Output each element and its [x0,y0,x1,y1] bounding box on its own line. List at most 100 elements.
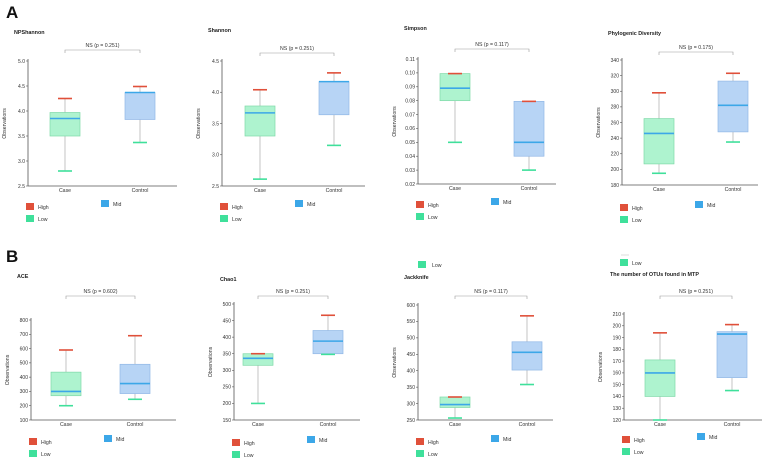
y-tick-label: 2.5 [18,184,25,190]
significance-bracket [658,51,734,55]
y-tick-label: 300 [20,389,29,395]
y-tick-label: 4.0 [212,90,219,96]
y-tick-label: 220 [611,152,620,158]
y-tick-label: 600 [407,303,416,309]
legend-label-mid: Mid [709,435,717,441]
legend-swatch-mid [307,436,315,443]
x-category-label: Control [724,422,741,428]
y-tick-label: 250 [407,418,416,424]
y-tick-label: 600 [20,346,29,352]
legend-label-mid: Mid [113,202,121,208]
legend-swatch-mid [491,198,499,205]
legend: High Mid Low [232,436,327,459]
significance-bracket [454,48,530,52]
legend-label-high: High [632,206,643,212]
y-tick-label: 500 [223,302,232,308]
y-axis-label: Observations [392,347,398,378]
significance-bracket [65,295,136,299]
y-tick-label: 210 [613,312,622,318]
legend-label-high: High [41,440,52,446]
y-tick-label: 3.0 [212,153,219,159]
legend-swatch-high [220,203,228,210]
y-tick-label: 5.0 [18,59,25,65]
y-tick-label: 0.03 [405,168,415,174]
legend-swatch-low [416,213,424,220]
legend-label-mid: Mid [307,202,315,208]
chart-6: Jackknife 250 300 350 400 450 500 550 600 Observa… [392,275,553,458]
box-case [242,353,274,366]
legend: High Mid Low [416,435,511,458]
chart-1: Shannon 2.5 3.0 3.5 4.0 4.5 Observations Case Co… [196,28,365,223]
x-category-label: Control [519,422,536,428]
legend: High Mid Low [620,201,715,224]
y-tick-label: 200 [611,167,620,173]
y-tick-label: 0.05 [405,140,415,146]
legend-label-low: Low [41,452,51,458]
legend-label-low: Low [428,215,438,221]
y-tick-label: 3.5 [18,134,25,140]
plot-title: Simpson [404,26,427,32]
legend-swatch-mid [295,200,303,207]
y-tick-label: 0.08 [405,98,415,104]
y-tick-label: 2.5 [212,184,219,190]
box-case [644,359,676,397]
y-tick-label: 200 [223,401,232,407]
legend-swatch-low [622,448,630,455]
significance-label: NS (p = 0.117) [474,289,508,295]
y-tick-label: 0.04 [405,154,415,160]
box-case [439,73,471,102]
legend-swatch-low [29,450,37,457]
legend-label-low: Low [428,452,438,458]
y-axis-label: Observations [392,106,398,137]
chart-2: Simpson 0.02 0.03 0.04 0.05 0.06 0.07 0.08 0.09 0… [392,26,556,221]
significance-label: NS (p = 0.251) [679,289,713,295]
y-axis-label: Observations [5,354,11,385]
y-tick-label: 450 [407,352,416,358]
legend-swatch-high [622,436,630,443]
x-category-label: Control [326,188,343,194]
x-category-label: Case [59,188,71,194]
box-control [318,81,350,116]
significance-label: NS (p = 0.175) [679,45,713,51]
chart-5: Chao1 150 200 250 300 350 400 450 500 Observation… [208,277,360,459]
y-tick-label: 300 [407,401,416,407]
legend-label-high: High [634,438,645,444]
y-tick-label: 0.11 [406,57,416,63]
y-tick-label: 280 [611,105,620,111]
legend-label-high: High [232,205,243,211]
y-tick-label: 160 [613,371,622,377]
y-tick-label: 400 [20,375,29,381]
x-category-label: Case [252,422,264,428]
box-control [119,363,151,394]
y-tick-label: 260 [611,120,620,126]
legend-swatch-low [620,259,628,266]
chart-7: The number of OTUs found in MTP 120 130 140… [598,272,762,456]
legend-label-high: High [38,205,49,211]
y-tick-label: 180 [613,347,622,353]
y-tick-label: 300 [611,89,620,95]
legend-swatch-mid [101,200,109,207]
legend-label-mid: Mid [503,437,511,443]
box-case [439,396,471,408]
x-category-label: Case [449,186,461,192]
x-category-label: Case [654,422,666,428]
legend: High Mid Low [416,198,511,221]
y-axis-label: Observations [596,107,602,138]
legend-swatch-high [416,438,424,445]
y-tick-label: 140 [613,394,622,400]
y-tick-label: 450 [223,318,232,324]
y-tick-label: 350 [407,385,416,391]
y-tick-label: 4.5 [212,59,219,65]
legend-swatch-low [220,215,228,222]
x-category-label: Control [127,422,144,428]
chart-3: Phylogenic Diversity 180 200 220 240 260 280 30… [596,31,758,224]
box-control [511,341,543,371]
x-category-label: Case [653,187,665,193]
legend-label-high: High [244,441,255,447]
box-control [312,330,344,355]
y-axis-label: Observations [598,351,604,382]
y-tick-label: 340 [611,58,620,64]
y-tick-label: 130 [613,406,622,412]
significance-bracket [257,295,329,299]
legend-label-low: Low [232,217,242,223]
